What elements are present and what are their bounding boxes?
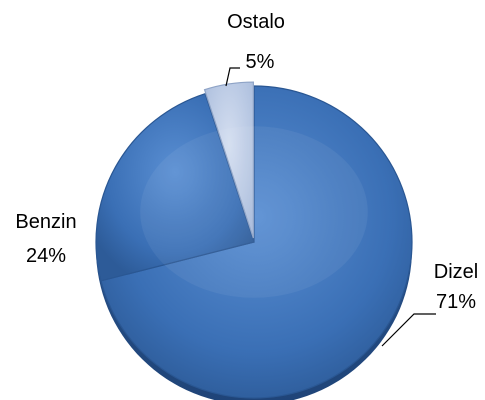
pie-slice-dizel: [100, 85, 413, 399]
pie-slice-ostalo: [203, 81, 254, 239]
pie-slice-benzin: [95, 92, 255, 282]
label-benzin-name: Benzin: [15, 211, 76, 233]
label-dizel-name: Dizel: [434, 261, 478, 283]
pie-highlight: [140, 126, 368, 298]
label-dizel-value: 71%: [436, 291, 476, 313]
pie-slices: [95, 81, 413, 400]
label-benzin-value: 24%: [26, 245, 66, 267]
label-ostalo-name: Ostalo: [227, 11, 285, 33]
leader-dizel: [381, 313, 436, 347]
label-ostalo-value: 5%: [246, 51, 275, 73]
leader-ostalo: [225, 67, 240, 87]
